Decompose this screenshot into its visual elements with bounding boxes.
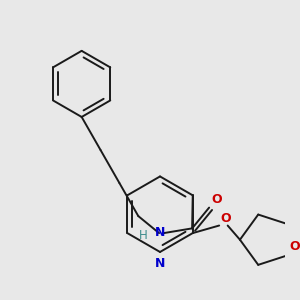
- Text: N: N: [155, 226, 166, 238]
- Text: O: O: [211, 193, 222, 206]
- Text: H: H: [139, 230, 148, 242]
- Text: O: O: [220, 212, 231, 225]
- Text: O: O: [290, 240, 300, 254]
- Text: N: N: [155, 257, 165, 270]
